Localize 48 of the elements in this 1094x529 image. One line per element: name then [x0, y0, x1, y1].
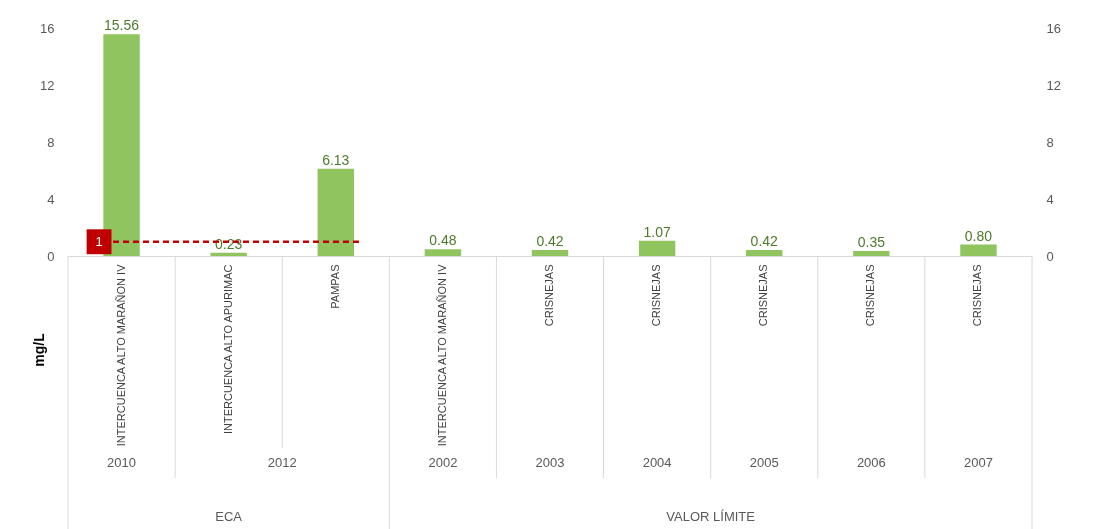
x-tick-label: PAMPAS [328, 264, 341, 309]
y-tick-label: 8 [47, 134, 55, 150]
text: 2004 [642, 455, 672, 470]
y2-tick-label: 0 [1046, 248, 1054, 264]
bar [210, 252, 247, 256]
y-axis-title: mg/L [31, 332, 47, 367]
y2-tick-label: 16 [1046, 20, 1061, 36]
text: ECA [215, 509, 243, 524]
y-tick-label: 12 [40, 77, 55, 93]
data-label: 0.80 [964, 227, 993, 244]
bar [638, 240, 676, 256]
y2-tick-label: 8 [1046, 134, 1054, 150]
x-tick-label: INTERCUENCA ALTO APURIMAC [221, 264, 234, 435]
y2-tick-label: 12 [1046, 77, 1061, 93]
bar [424, 249, 462, 256]
text: 2003 [535, 455, 565, 470]
y-tick-label: 16 [40, 20, 55, 36]
text: 2012 [267, 455, 297, 470]
data-label: 15.56 [104, 17, 140, 34]
text: 2010 [107, 455, 137, 470]
ref-line-label: 1 [95, 233, 103, 249]
text: VALOR LÍMITE [666, 509, 756, 524]
data-label: 1.07 [643, 223, 671, 240]
x-tick-label: CRISNEJAS [971, 264, 984, 327]
y2-tick-label: 4 [1046, 191, 1054, 207]
text: 2005 [749, 455, 779, 470]
bar [531, 250, 569, 256]
bar [853, 251, 890, 256]
data-label: 0.48 [429, 232, 457, 249]
bar [960, 244, 997, 256]
data-label: 6.13 [322, 151, 350, 168]
text: 2002 [428, 455, 458, 470]
bar [103, 34, 140, 256]
text: 2006 [856, 455, 886, 470]
text: 2007 [963, 455, 993, 470]
bar [317, 168, 354, 256]
x-tick-label: INTERCUENCA ALTO MARAÑON IV [114, 263, 127, 447]
x-tick-label: CRISNEJAS [864, 264, 877, 327]
data-label: 0.42 [536, 233, 564, 250]
data-label: 0.35 [857, 234, 886, 251]
y-tick-label: 4 [47, 191, 55, 207]
x-tick-label: INTERCUENCA ALTO MARAÑON IV [435, 263, 448, 447]
data-label: 0.42 [750, 233, 779, 250]
bar [746, 250, 783, 256]
x-tick-label: CRISNEJAS [757, 264, 770, 327]
x-tick-label: CRISNEJAS [650, 264, 663, 327]
x-tick-label: CRISNEJAS [543, 264, 555, 327]
y-tick-label: 0 [47, 248, 55, 264]
